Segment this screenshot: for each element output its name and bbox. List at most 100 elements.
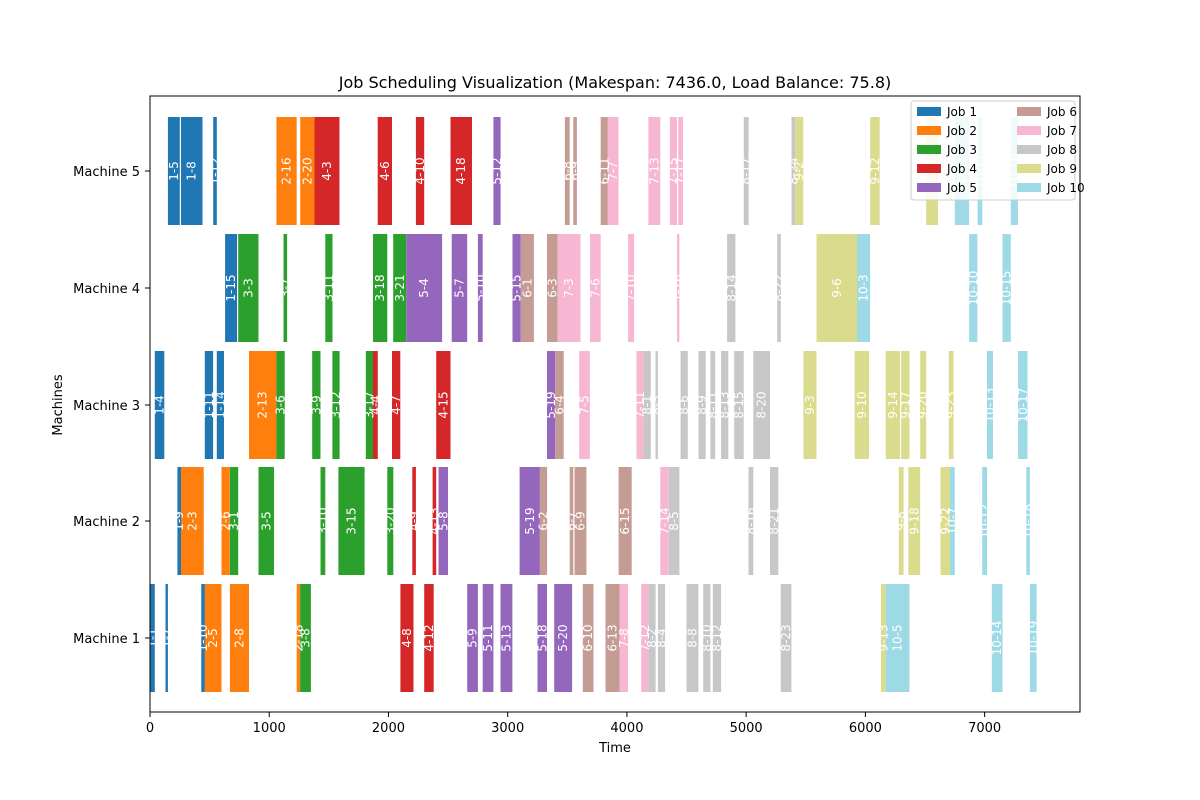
task-bar xyxy=(657,584,666,692)
task-bar xyxy=(648,584,656,692)
legend-swatch xyxy=(1017,145,1041,154)
task-bar xyxy=(520,234,534,342)
task-label: 9-13 xyxy=(876,624,890,651)
task-bar xyxy=(607,117,619,225)
task-bar xyxy=(880,584,886,692)
task-bar xyxy=(365,351,373,459)
task-label: 6-4 xyxy=(553,395,567,415)
task-bar xyxy=(582,584,594,692)
task-bar xyxy=(982,467,987,575)
task-label: 6-9 xyxy=(568,161,582,181)
task-bar xyxy=(727,234,736,342)
task-label: 10-15 xyxy=(1000,271,1014,306)
task-bar xyxy=(300,117,315,225)
task-bar xyxy=(216,351,224,459)
task-label: 6-2 xyxy=(537,511,551,531)
task-bar xyxy=(743,117,749,225)
task-bar xyxy=(493,117,501,225)
task-labels: 1-1 1-7 1-102-5 2-8 2-183-8 4-8 4-12 5-9 5-11 5-1… xyxy=(145,154,1040,656)
task-bar xyxy=(569,467,574,575)
task-bar xyxy=(221,467,230,575)
legend-swatch xyxy=(1017,126,1041,135)
task-bar xyxy=(574,467,587,575)
task-bar xyxy=(712,584,722,692)
task-label: 8-1 xyxy=(640,395,654,415)
machine-label: Machine 4 xyxy=(73,282,140,297)
task-bar xyxy=(573,117,577,225)
task-label: 7-3 xyxy=(562,278,576,298)
y-axis-label: Machines xyxy=(51,374,66,435)
task-bar xyxy=(898,467,904,575)
task-bar xyxy=(537,584,547,692)
chart-title: Job Scheduling Visualization (Makespan: … xyxy=(338,73,892,92)
task-bar xyxy=(641,584,649,692)
legend-entry: Job 9 xyxy=(1046,162,1077,176)
task-bar xyxy=(258,467,274,575)
task-label: 7-15 xyxy=(666,157,680,184)
task-bar xyxy=(816,234,857,342)
task-label: 8-12 xyxy=(710,624,724,651)
task-bar xyxy=(777,234,781,342)
x-tick-label: 0 xyxy=(146,721,154,736)
task-label: 9-17 xyxy=(898,391,912,418)
task-label: 5-10 xyxy=(473,274,487,301)
task-label: 7-14 xyxy=(658,507,672,534)
task-label: 3-6 xyxy=(274,395,288,415)
task-bar xyxy=(803,351,817,459)
task-bar xyxy=(648,117,661,225)
task-bar xyxy=(249,351,277,459)
task-label: 10-17 xyxy=(1016,388,1030,423)
task-bar xyxy=(415,117,425,225)
task-bar xyxy=(154,351,165,459)
x-tick-label: 2000 xyxy=(372,721,405,736)
legend-swatch xyxy=(917,183,941,192)
task-label: 5-19 xyxy=(544,391,558,418)
task-label: 9-3 xyxy=(803,395,817,415)
task-bar xyxy=(519,467,540,575)
task-bar xyxy=(320,467,326,575)
task-bar xyxy=(795,117,804,225)
legend-entry: Job 4 xyxy=(946,162,977,176)
task-bar xyxy=(332,351,340,459)
task-label: 3-5 xyxy=(259,511,273,531)
task-bar xyxy=(177,467,181,575)
x-tick-label: 4000 xyxy=(610,721,643,736)
task-label: 8-22 xyxy=(772,274,786,301)
task-bar xyxy=(500,584,513,692)
legend-entry: Job 5 xyxy=(946,181,977,195)
task-label: 5-9 xyxy=(466,628,480,648)
task-label: 4-3 xyxy=(320,161,334,181)
task-bar xyxy=(669,117,677,225)
task-bar xyxy=(547,351,556,459)
task-bar xyxy=(238,234,259,342)
task-bar xyxy=(885,351,900,459)
task-label: 4-6 xyxy=(378,161,392,181)
task-label: 7-10 xyxy=(624,274,638,301)
task-bar xyxy=(678,117,683,225)
task-bar xyxy=(950,467,955,575)
task-bar xyxy=(940,467,950,575)
task-label: 5-11 xyxy=(481,624,495,651)
task-label: 1-10 xyxy=(196,624,210,651)
task-label: 8-5 xyxy=(667,511,681,531)
x-tick-label: 6000 xyxy=(849,721,882,736)
task-bar xyxy=(870,117,880,225)
task-label: 8-6 xyxy=(677,395,691,415)
x-tick-label: 7000 xyxy=(968,721,1001,736)
task-bar xyxy=(854,351,869,459)
task-label: 3-1 xyxy=(227,511,241,531)
task-label: 7-13 xyxy=(647,157,661,184)
task-label: 2-16 xyxy=(280,157,294,184)
x-tick-label: 3000 xyxy=(491,721,524,736)
task-bar xyxy=(1029,584,1037,692)
task-bar xyxy=(605,584,620,692)
task-bar xyxy=(229,584,249,692)
task-label: 10-3 xyxy=(857,274,871,301)
task-bar xyxy=(204,584,222,692)
task-bar xyxy=(547,234,558,342)
legend-swatch xyxy=(917,126,941,135)
task-label: 7-17 xyxy=(674,157,688,184)
task-bar xyxy=(392,351,401,459)
task-bar xyxy=(325,234,333,342)
